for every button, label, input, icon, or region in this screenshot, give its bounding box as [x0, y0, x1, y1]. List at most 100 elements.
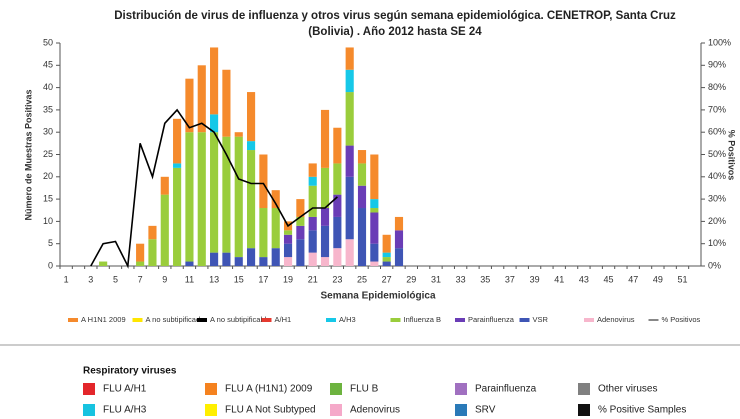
legend-swatch	[197, 318, 207, 322]
bottom-legend-label: FLU A/H1	[103, 384, 147, 395]
bar-segment	[308, 163, 317, 177]
bar-segment	[185, 132, 194, 262]
bar-segment	[210, 252, 219, 266]
bar-segment	[308, 216, 317, 231]
y2-tick-label: 70%	[708, 104, 726, 114]
bar-segment	[234, 136, 243, 258]
x-tick-label: 9	[162, 274, 167, 284]
bottom-legend-swatch	[83, 383, 95, 395]
legend-swatch	[68, 318, 78, 322]
x-tick-label: 3	[88, 274, 93, 284]
y2-tick-label: 10%	[708, 238, 726, 248]
legend-label: Parainfluenza	[468, 315, 515, 324]
bar-segment	[345, 145, 354, 177]
bottom-legend-label: FLU A/H3	[103, 405, 147, 416]
bar-segment	[357, 208, 367, 266]
bar-segment	[370, 208, 379, 213]
legend-label: Adenovirus	[597, 315, 635, 324]
bottom-legend-swatch	[578, 383, 590, 395]
bar-segment	[296, 216, 305, 226]
x-tick-label: 7	[138, 274, 143, 284]
bar-segment	[210, 132, 219, 253]
bar-segment	[308, 230, 317, 253]
bar-segment	[173, 167, 182, 266]
legend-swatch	[455, 318, 465, 322]
x-tick-label: 17	[258, 274, 268, 284]
y-axis-label: Número de Muestras Positivas	[23, 89, 33, 220]
bar-segment	[160, 194, 169, 266]
legend-swatch	[584, 318, 594, 322]
y-tick-label: 40	[43, 82, 53, 92]
bar-segment	[345, 69, 354, 93]
bar-segment	[246, 150, 256, 249]
bar-segment	[283, 257, 293, 266]
y-tick-label: 5	[48, 238, 53, 248]
legend-label: A/H1	[275, 315, 292, 324]
legend-label: A no subtipificable	[210, 315, 270, 324]
bottom-legend-label: FLU A (H1N1) 2009	[225, 384, 313, 395]
bar-segment	[345, 239, 354, 266]
bar-segment	[320, 208, 330, 226]
bottom-legend-swatch	[83, 404, 95, 416]
bar-segment	[136, 261, 145, 266]
bar-segment	[173, 163, 182, 168]
bar-segment	[296, 239, 305, 266]
bar-segment	[370, 243, 379, 262]
bar-segment	[333, 216, 342, 249]
x-tick-label: 41	[554, 274, 564, 284]
bar-segment	[148, 239, 157, 266]
bar-segment	[357, 185, 367, 209]
bar-segment	[333, 194, 342, 217]
bar-segment	[259, 257, 268, 266]
bar-segment	[283, 234, 293, 244]
x-tick-label: 23	[332, 274, 342, 284]
y2-tick-label: 40%	[708, 171, 726, 181]
bar-segment	[370, 261, 379, 266]
x-tick-label: 11	[185, 274, 194, 284]
bar-segment	[234, 132, 243, 137]
x-tick-label: 13	[209, 274, 219, 284]
bar-segment	[296, 199, 305, 217]
bottom-legend-swatch	[455, 404, 467, 416]
x-tick-label: 35	[480, 274, 490, 284]
bar-segment	[333, 248, 342, 266]
legend-swatch	[132, 318, 143, 322]
legend-swatch	[326, 318, 336, 322]
y-tick-label: 20	[43, 171, 53, 181]
bar-segment	[320, 167, 330, 209]
y2-tick-label: 60%	[708, 127, 726, 137]
bar-segment	[382, 252, 391, 258]
bar-segment	[320, 257, 330, 266]
legend-label: % Positivos	[662, 315, 701, 324]
bottom-legend-label: SRV	[475, 405, 496, 416]
x-tick-label: 21	[308, 274, 318, 284]
bottom-legend-swatch	[205, 404, 217, 416]
y2-tick-label: 0%	[708, 260, 721, 270]
bar-segment	[210, 114, 219, 133]
bar-segment	[173, 118, 182, 164]
bar-segment	[283, 230, 293, 235]
x-tick-label: 31	[431, 274, 441, 284]
bar-segment	[222, 69, 231, 137]
bottom-legend-title: Respiratory viruses	[83, 366, 177, 377]
y-tick-label: 45	[43, 60, 53, 70]
bar-segment	[370, 154, 379, 200]
bar-segment	[382, 257, 391, 262]
bar-segment	[370, 199, 379, 209]
bar-segment	[308, 185, 317, 217]
x-tick-label: 27	[382, 274, 392, 284]
y2-tick-label: 30%	[708, 193, 726, 203]
bottom-legend-label: Adenovirus	[350, 405, 400, 416]
bottom-legend-label: Other viruses	[598, 384, 657, 395]
bar-segment	[296, 225, 305, 240]
x-tick-label: 15	[234, 274, 244, 284]
y-tick-label: 0	[48, 260, 53, 270]
x-tick-label: 39	[530, 274, 540, 284]
bar-segment	[197, 65, 206, 133]
bottom-legend-swatch	[330, 383, 342, 395]
x-tick-label: 51	[678, 274, 688, 284]
y2-tick-label: 20%	[708, 216, 726, 226]
bar-segment	[197, 132, 206, 266]
legend-label: A H1N1 2009	[81, 315, 126, 324]
